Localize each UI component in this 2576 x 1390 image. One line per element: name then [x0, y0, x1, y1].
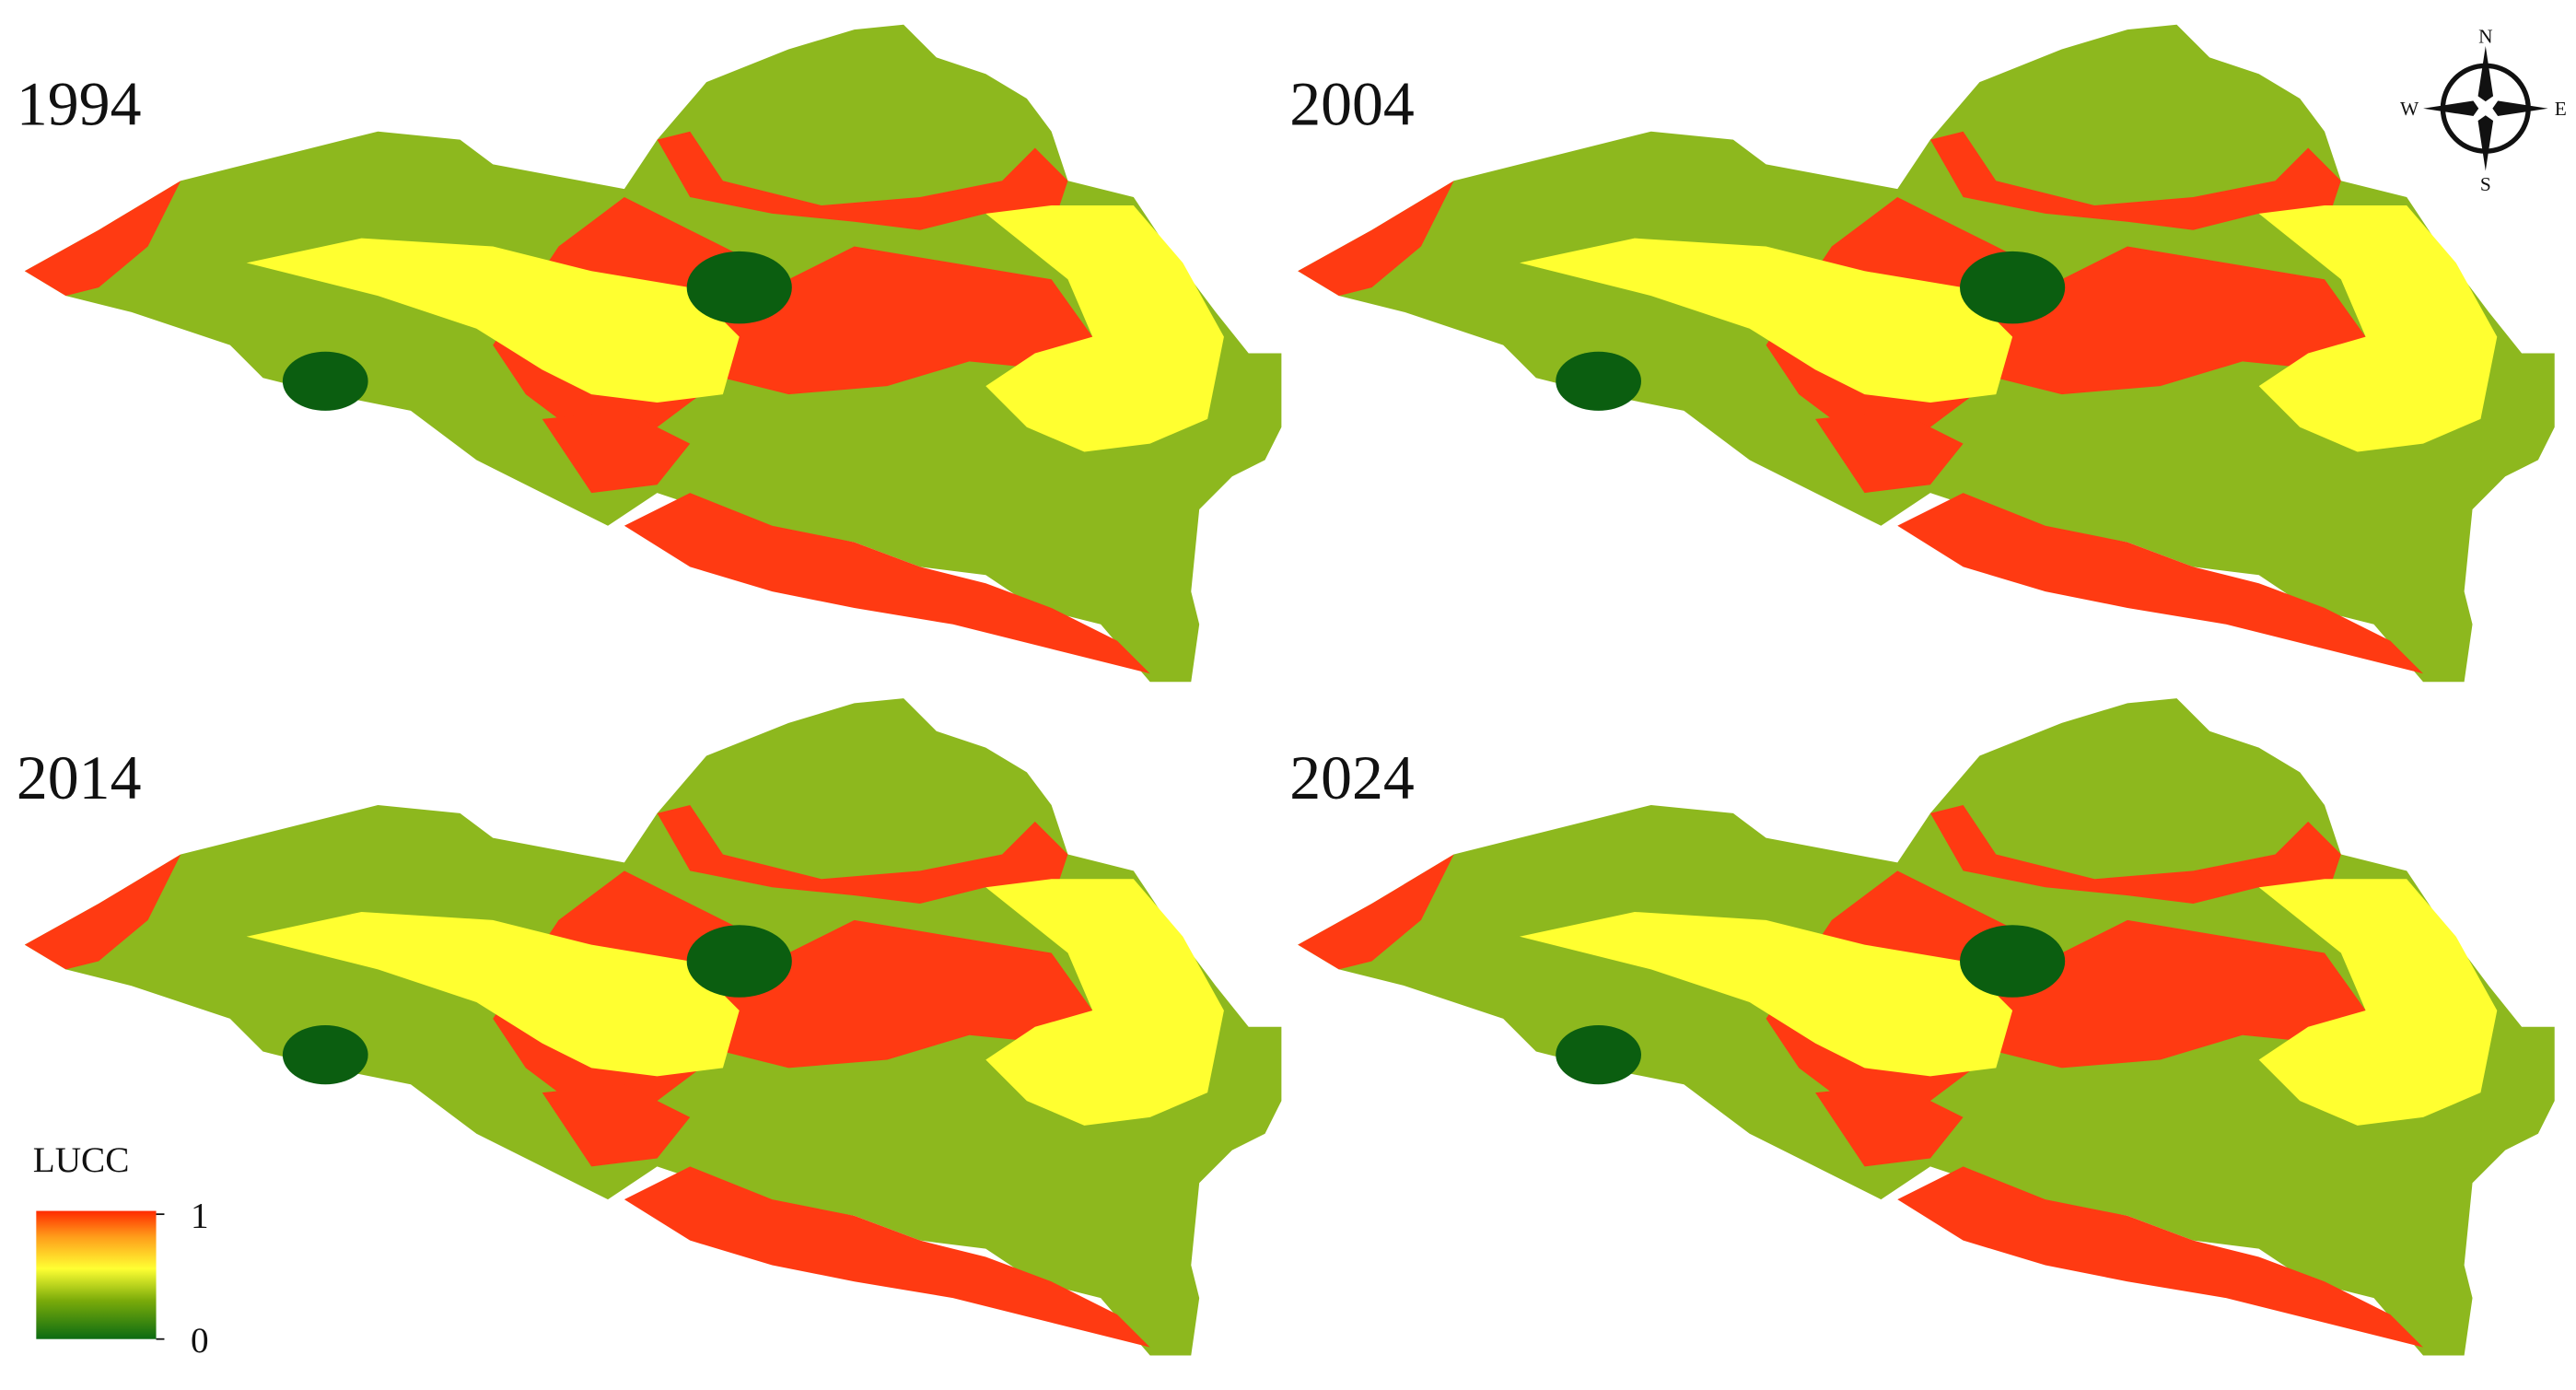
panel-year: 2014 — [17, 743, 142, 812]
panel-year: 2024 — [1289, 743, 1415, 812]
panel-year: 1994 — [17, 70, 142, 139]
compass-s: S — [2480, 173, 2491, 195]
compass-n: N — [2478, 25, 2492, 47]
map-panel: 2004 — [1289, 24, 2555, 683]
map-panel: 1994 — [17, 24, 1282, 683]
compass: N E S W — [2400, 25, 2567, 195]
region-map — [24, 698, 1282, 1356]
panel-year: 2004 — [1289, 70, 1415, 139]
legend-tick-label: 1 — [191, 1196, 209, 1235]
map-panel: 2014 — [17, 698, 1282, 1356]
compass-star-inner — [2462, 85, 2510, 132]
region-map — [24, 24, 1282, 683]
legend-ramp — [36, 1210, 157, 1339]
legend-title: LUCC — [33, 1140, 130, 1180]
map-panel: 2024 — [1289, 698, 2555, 1356]
region-map — [1298, 24, 2555, 683]
legend-tick-label: 0 — [191, 1321, 209, 1361]
compass-w: W — [2400, 98, 2419, 120]
legend: LUCC 0 1 — [33, 1140, 209, 1361]
region-map — [1298, 698, 2555, 1356]
map-panels: 1994 2004 2014 2024 — [17, 24, 2555, 1356]
compass-e: E — [2555, 98, 2567, 120]
